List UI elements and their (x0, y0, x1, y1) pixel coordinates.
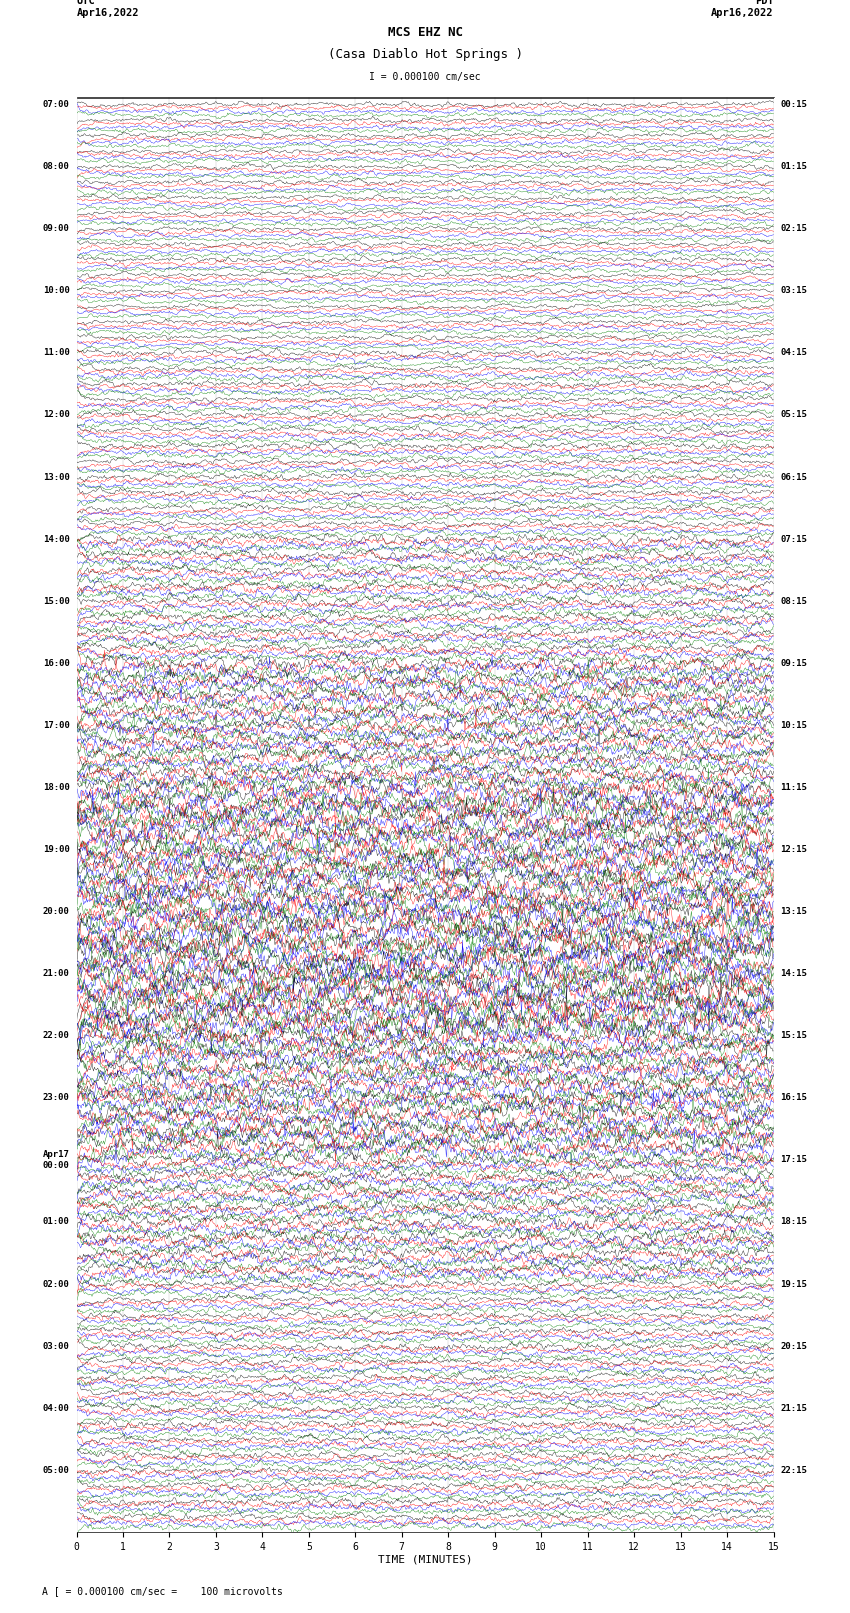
Text: 16:00: 16:00 (42, 658, 70, 668)
Text: I = 0.000100 cm/sec: I = 0.000100 cm/sec (369, 73, 481, 82)
Text: 02:00: 02:00 (42, 1279, 70, 1289)
Text: 18:15: 18:15 (780, 1218, 808, 1226)
Text: 05:00: 05:00 (42, 1466, 70, 1474)
Text: 17:00: 17:00 (42, 721, 70, 729)
Text: 21:00: 21:00 (42, 969, 70, 977)
Text: 20:15: 20:15 (780, 1342, 808, 1350)
Text: 05:15: 05:15 (780, 410, 808, 419)
Text: MCS EHZ NC: MCS EHZ NC (388, 26, 462, 39)
Text: 02:15: 02:15 (780, 224, 808, 234)
Text: 07:15: 07:15 (780, 534, 808, 544)
Text: 10:15: 10:15 (780, 721, 808, 729)
Text: 09:15: 09:15 (780, 658, 808, 668)
Text: 11:15: 11:15 (780, 782, 808, 792)
Text: 07:00: 07:00 (42, 100, 70, 110)
Text: 10:00: 10:00 (42, 286, 70, 295)
Text: 12:15: 12:15 (780, 845, 808, 853)
Text: 01:15: 01:15 (780, 163, 808, 171)
Text: 12:00: 12:00 (42, 410, 70, 419)
Text: 16:15: 16:15 (780, 1094, 808, 1102)
Text: 03:15: 03:15 (780, 286, 808, 295)
Text: 14:15: 14:15 (780, 969, 808, 977)
Text: 09:00: 09:00 (42, 224, 70, 234)
Text: 04:00: 04:00 (42, 1403, 70, 1413)
Text: 00:15: 00:15 (780, 100, 808, 110)
Text: 23:00: 23:00 (42, 1094, 70, 1102)
Text: 15:00: 15:00 (42, 597, 70, 605)
Text: A [ = 0.000100 cm/sec =    100 microvolts: A [ = 0.000100 cm/sec = 100 microvolts (42, 1586, 283, 1595)
Text: Apr17
00:00: Apr17 00:00 (42, 1150, 70, 1169)
Text: UTC
Apr16,2022: UTC Apr16,2022 (76, 0, 139, 18)
Text: 13:15: 13:15 (780, 907, 808, 916)
Text: 03:00: 03:00 (42, 1342, 70, 1350)
Text: 20:00: 20:00 (42, 907, 70, 916)
Text: 19:15: 19:15 (780, 1279, 808, 1289)
Text: 08:00: 08:00 (42, 163, 70, 171)
Text: 22:00: 22:00 (42, 1031, 70, 1040)
Text: 22:15: 22:15 (780, 1466, 808, 1474)
Text: 11:00: 11:00 (42, 348, 70, 358)
Text: 18:00: 18:00 (42, 782, 70, 792)
Text: 19:00: 19:00 (42, 845, 70, 853)
Text: 21:15: 21:15 (780, 1403, 808, 1413)
Text: 17:15: 17:15 (780, 1155, 808, 1165)
X-axis label: TIME (MINUTES): TIME (MINUTES) (377, 1555, 473, 1565)
Text: 13:00: 13:00 (42, 473, 70, 482)
Text: 01:00: 01:00 (42, 1218, 70, 1226)
Text: 06:15: 06:15 (780, 473, 808, 482)
Text: 04:15: 04:15 (780, 348, 808, 358)
Text: PDT
Apr16,2022: PDT Apr16,2022 (711, 0, 774, 18)
Text: 14:00: 14:00 (42, 534, 70, 544)
Text: 15:15: 15:15 (780, 1031, 808, 1040)
Text: 08:15: 08:15 (780, 597, 808, 605)
Text: (Casa Diablo Hot Springs ): (Casa Diablo Hot Springs ) (327, 48, 523, 61)
